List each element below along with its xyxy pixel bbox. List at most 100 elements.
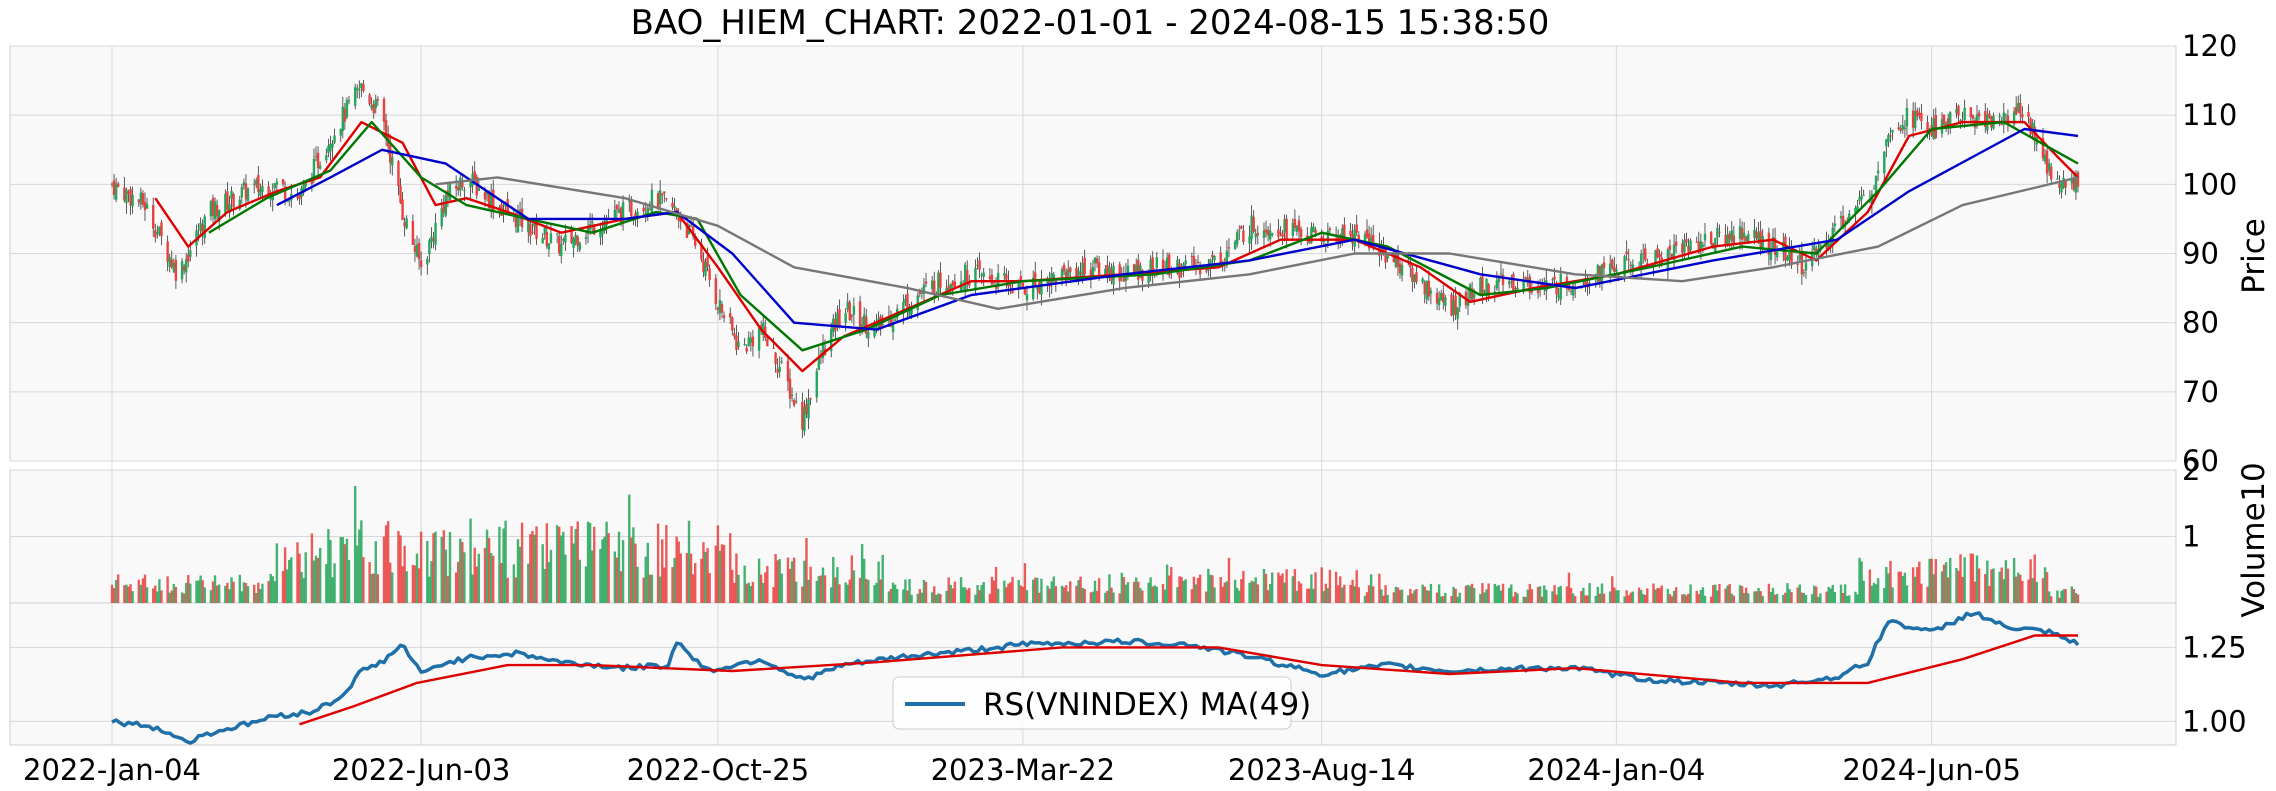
volume-bar [137, 579, 140, 603]
volume-bar [224, 585, 227, 603]
volume-bar [922, 579, 926, 603]
candle-body [360, 83, 363, 89]
candle-body [376, 98, 380, 101]
candle-body [1588, 282, 1591, 285]
volume-bar [947, 577, 950, 603]
volume-bar [1926, 586, 1929, 603]
volume-bar [953, 581, 957, 603]
volume-bar [1868, 569, 1872, 603]
price-tick-label: 70 [2182, 375, 2219, 409]
candle-body [656, 193, 660, 208]
volume-bar [1988, 586, 1991, 603]
volume-bar [918, 589, 922, 603]
volume-bar [473, 547, 476, 603]
candle-body [1207, 268, 1210, 271]
volume-bar [2047, 591, 2051, 603]
volume-bar [733, 582, 736, 603]
candle-body [417, 243, 421, 260]
volume-bar [252, 584, 256, 603]
volume-bar [1011, 576, 1014, 603]
volume-bar [1060, 585, 1064, 603]
rs-tick-label: 1.00 [2182, 704, 2247, 738]
candle-body [2047, 163, 2051, 171]
volume-bar [1048, 588, 1051, 603]
candle-body [448, 183, 452, 201]
candle-body [1582, 282, 1585, 284]
candle-body [945, 287, 948, 292]
volume-bar [852, 570, 856, 603]
volume-bar [1264, 573, 1268, 603]
volume-bar [201, 580, 204, 603]
x-tick-label: 2023-Mar-22 [931, 753, 1116, 787]
candle-body [1862, 194, 1865, 196]
volume-bar [663, 567, 666, 603]
volume-bar [1205, 591, 1208, 603]
candle-body [1761, 235, 1764, 250]
candle-body [778, 367, 781, 372]
candle-body [1889, 135, 1892, 137]
volume-bar [819, 575, 823, 603]
candle-body [2074, 173, 2078, 193]
candle-body [729, 313, 732, 318]
candle-body [1213, 256, 1216, 261]
volume-bar [1773, 594, 1777, 603]
candle-body [275, 181, 279, 185]
volume-bar [1969, 553, 1973, 603]
volume-bar [1322, 591, 1325, 603]
volume-bar [757, 558, 761, 603]
candle-body [1872, 188, 1876, 190]
candle-body [403, 222, 406, 227]
volume-bar [296, 542, 299, 603]
candle-body [246, 188, 250, 201]
volume-bar [2017, 572, 2020, 603]
volume-bar [570, 526, 573, 603]
volume-bar [1021, 586, 1025, 603]
candle-body [1530, 289, 1534, 293]
volume-bar [702, 542, 705, 603]
volume-bar [564, 554, 567, 603]
volume-bar [846, 584, 849, 603]
volume-bar [166, 576, 169, 603]
volume-bar [1355, 570, 1358, 603]
candle-body [475, 176, 478, 196]
volume-bar [413, 565, 417, 603]
candle-body [127, 191, 130, 194]
volume-bar [1876, 578, 1880, 603]
candle-body [2021, 114, 2024, 118]
candle-body [628, 200, 631, 202]
candle-body [1540, 284, 1544, 287]
volume-bar [1740, 585, 1744, 603]
candle-body [1883, 151, 1886, 174]
candle-body [261, 186, 264, 192]
volume-bar [391, 572, 394, 603]
volume-bar [2064, 589, 2067, 603]
candle-body [1786, 256, 1789, 261]
volume-bar [1122, 577, 1126, 603]
volume-bar [283, 547, 287, 603]
volume-bar [1081, 587, 1084, 603]
candle-body [1048, 278, 1051, 287]
volume-bar [803, 560, 806, 603]
volume-bar [1493, 583, 1496, 603]
volume-bar [459, 538, 462, 603]
candle-body [920, 292, 924, 294]
volume-bar [520, 522, 524, 603]
volume-bar [1452, 586, 1455, 603]
candle-body [1472, 293, 1476, 299]
volume-bar [1843, 584, 1847, 603]
volume-bar [461, 542, 464, 603]
volume-bar [801, 586, 804, 603]
volume-bar [1668, 594, 1672, 603]
candle-body [156, 231, 159, 234]
volume-bar [737, 574, 740, 603]
candle-body [356, 88, 359, 91]
volume-bar [1977, 568, 1981, 603]
candle-body [906, 293, 909, 311]
volume-layer [110, 485, 2080, 603]
candle-body [1613, 266, 1616, 273]
candle-body [908, 308, 911, 316]
candle-body [1349, 230, 1352, 236]
volume-bar [1252, 581, 1255, 603]
volume-bar [1328, 569, 1332, 603]
